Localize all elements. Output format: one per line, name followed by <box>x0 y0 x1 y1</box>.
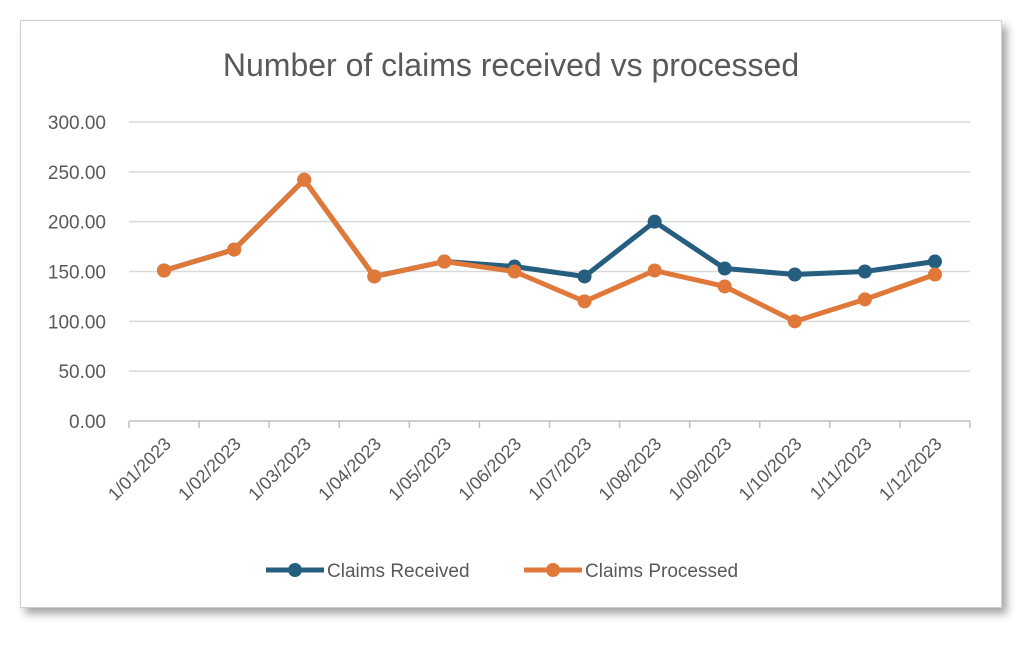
x-tick-label: 1/03/2023 <box>244 434 315 505</box>
chart-frame <box>20 20 1002 608</box>
data-point <box>787 267 802 282</box>
data-point <box>787 314 802 329</box>
data-point <box>717 279 732 294</box>
y-tick-label: 150.00 <box>48 263 106 284</box>
legend-label: Claims Processed <box>585 561 738 582</box>
y-tick-label: 100.00 <box>48 312 106 333</box>
x-tick-label: 1/11/2023 <box>806 434 876 504</box>
x-tick-label: 1/05/2023 <box>384 434 455 505</box>
x-tick-label: 1/08/2023 <box>595 434 666 505</box>
x-tick-label: 1/02/2023 <box>174 434 245 505</box>
data-point <box>577 294 592 309</box>
data-point <box>647 214 662 229</box>
y-tick-label: 250.00 <box>48 163 106 184</box>
series-line-0 <box>163 177 936 279</box>
x-tick-label: 1/10/2023 <box>735 434 806 505</box>
legend-label: Claims Received <box>327 561 470 582</box>
data-point <box>227 242 242 257</box>
y-tick-label: 300.00 <box>48 113 106 134</box>
data-point <box>717 261 732 276</box>
data-point <box>857 264 872 279</box>
x-tick-label: 1/04/2023 <box>314 434 385 505</box>
data-point <box>577 269 592 284</box>
legend-marker-1 <box>546 563 560 577</box>
y-tick-label: 50.00 <box>58 362 106 383</box>
x-tick-label: 1/07/2023 <box>525 434 596 505</box>
series-line-1 <box>163 177 936 324</box>
x-tick-label: 1/09/2023 <box>665 434 736 505</box>
data-point <box>157 263 172 278</box>
data-point <box>927 254 942 269</box>
data-point <box>857 292 872 307</box>
legend-marker-0 <box>288 563 302 577</box>
data-point <box>297 172 312 187</box>
y-tick-label: 0.00 <box>69 412 106 433</box>
data-point <box>367 269 382 284</box>
data-point <box>437 254 452 269</box>
chart-title: Number of claims received vs processed <box>223 47 799 83</box>
x-tick-label: 1/01/2023 <box>104 434 175 505</box>
data-point <box>507 264 522 279</box>
data-point <box>927 267 942 282</box>
x-tick-label: 1/06/2023 <box>455 434 526 505</box>
x-tick-label: 1/12/2023 <box>875 434 946 505</box>
data-point <box>647 263 662 278</box>
y-tick-label: 200.00 <box>48 213 106 234</box>
